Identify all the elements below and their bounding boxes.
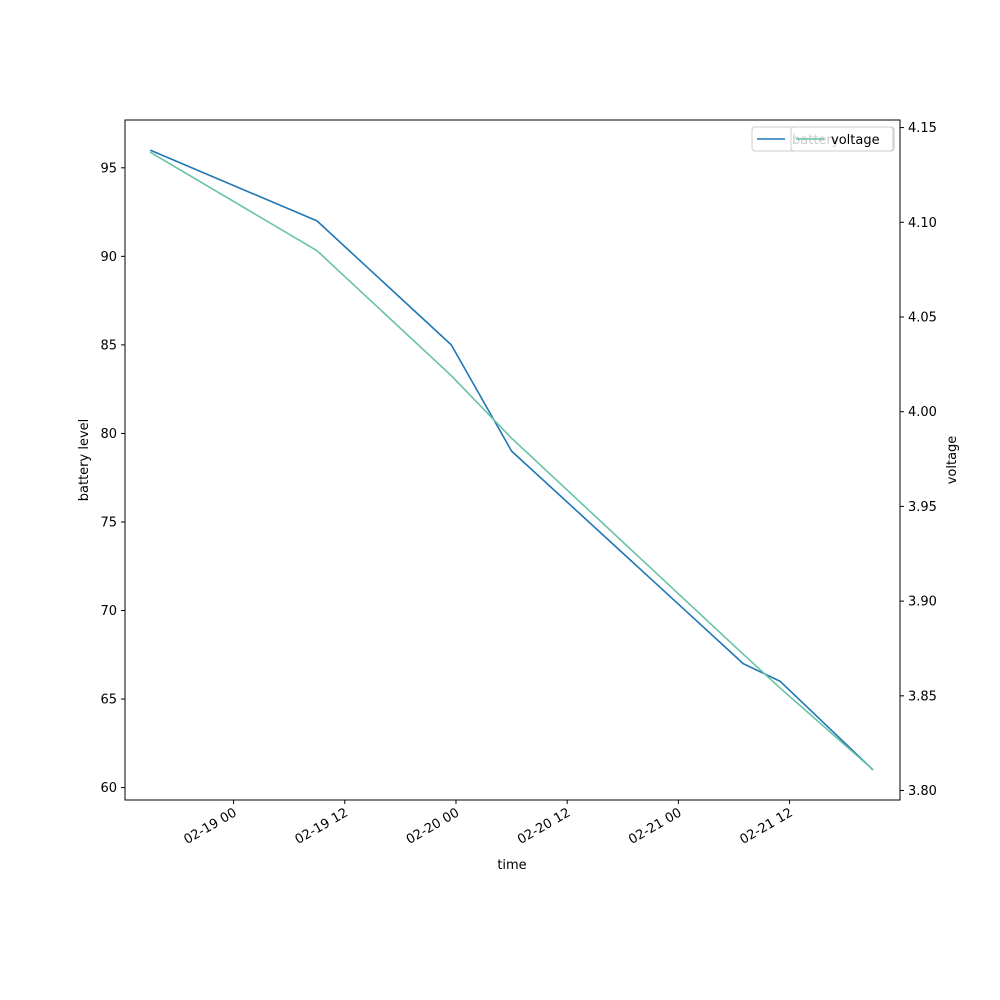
y-left-tick-label: 95 bbox=[100, 161, 117, 176]
y-left-tick-label: 70 bbox=[100, 604, 117, 619]
lines-layer bbox=[149, 149, 874, 771]
y-left-tick-label: 90 bbox=[100, 250, 117, 265]
y-right-tick-label: 4.05 bbox=[908, 310, 937, 325]
legend-box bbox=[790, 126, 894, 152]
y-left-tick-label: 80 bbox=[100, 427, 117, 442]
legend-label: voltage bbox=[831, 133, 880, 148]
plot-frame bbox=[124, 119, 901, 801]
y-axis-right: 3.80 3.85 3.90 3.95 4.00 4.05 4.10 4.15 bbox=[900, 121, 937, 799]
y-right-tick-label: 3.80 bbox=[908, 784, 937, 799]
series-line-voltage bbox=[149, 151, 874, 771]
y-left-tick-label: 65 bbox=[100, 693, 117, 708]
y-right-tick-label: 3.90 bbox=[908, 595, 937, 610]
y-right-tick-label: 4.15 bbox=[908, 121, 937, 136]
y-right-tick-label: 4.10 bbox=[908, 216, 937, 231]
y-left-tick-label: 85 bbox=[100, 338, 117, 353]
legend-voltage: voltage bbox=[790, 126, 894, 152]
y-axis-left: 60 65 70 75 80 85 90 95 bbox=[100, 161, 125, 796]
y-axis-left-title: battery level bbox=[77, 419, 92, 502]
y-axis-right-title: voltage bbox=[945, 436, 960, 485]
y-left-tick-label: 60 bbox=[100, 781, 117, 796]
series-line-battery bbox=[149, 149, 874, 771]
y-right-tick-label: 3.95 bbox=[908, 500, 937, 515]
x-axis-title: time bbox=[497, 858, 526, 873]
y-left-tick-label: 75 bbox=[100, 515, 117, 530]
y-right-tick-label: 3.85 bbox=[908, 689, 937, 704]
y-right-tick-label: 4.00 bbox=[908, 405, 937, 420]
